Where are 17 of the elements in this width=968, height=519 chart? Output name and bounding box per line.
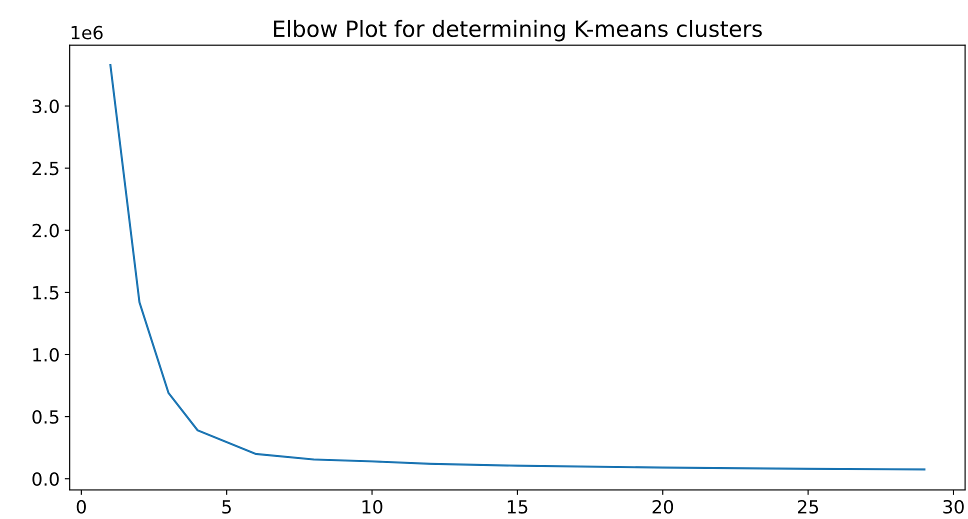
x-tick-label: 5 bbox=[222, 500, 231, 514]
chart-title: Elbow Plot for determining K-means clusters bbox=[274, 20, 762, 42]
y-tick-label: 0.0 bbox=[32, 472, 59, 486]
text: 1e6 bbox=[72, 26, 103, 40]
y-tick-label: 1.0 bbox=[33, 348, 59, 362]
y-tick-label: 2.5 bbox=[32, 162, 58, 176]
y-tick-label: 3.0 bbox=[32, 99, 59, 114]
y-tick-label: 1.5 bbox=[33, 286, 58, 300]
line-series bbox=[109, 64, 926, 470]
x-tick-label: 10 bbox=[362, 500, 382, 514]
y-tick-label: 0.5 bbox=[32, 410, 58, 424]
x-tick-label: 20 bbox=[652, 500, 674, 514]
x-tick-label: 15 bbox=[508, 500, 528, 514]
x-tick-label: 30 bbox=[943, 500, 964, 514]
x-tick-label: 25 bbox=[798, 500, 818, 514]
x-tick-label: 0 bbox=[76, 500, 86, 514]
y-tick-label: 2.0 bbox=[32, 224, 59, 238]
